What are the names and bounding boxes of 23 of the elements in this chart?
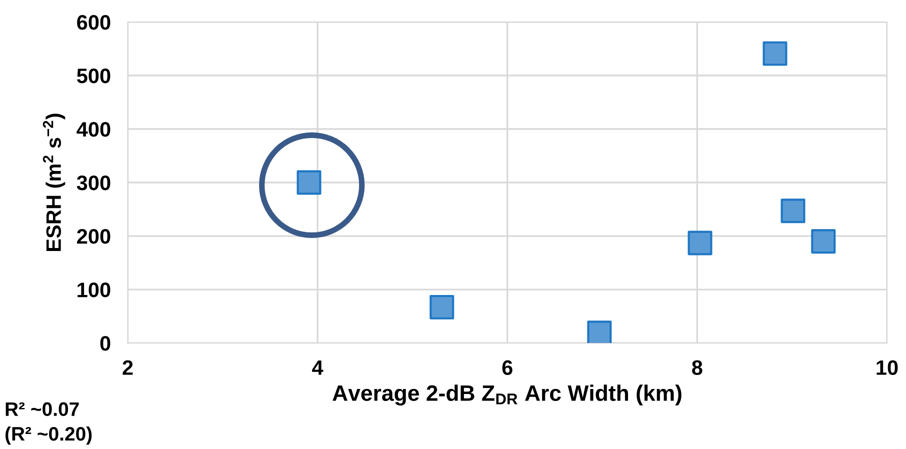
- point: [811, 229, 836, 254]
- y-tick-label: 600: [77, 15, 110, 30]
- x-tick-label: 2: [122, 360, 133, 375]
- y-axis-title: ESRH (m$^{2}$ s$^{−2}$): [42, 114, 66, 252]
- text: R² ~0.07: [6, 402, 79, 416]
- point: [430, 294, 454, 320]
- y-tick-label: 500: [76, 68, 110, 84]
- point: [688, 230, 712, 256]
- y-tick-label: 0: [100, 336, 110, 351]
- point: [762, 41, 788, 66]
- point: [780, 198, 806, 224]
- point: [587, 320, 612, 344]
- y-tick-label: 400: [76, 122, 110, 137]
- x-tick-label: 10: [876, 360, 898, 376]
- y-tick-label: 100: [78, 282, 110, 298]
- x-tick-label: 6: [502, 360, 512, 376]
- y-tick-label: 200: [77, 229, 110, 244]
- point: [296, 170, 322, 195]
- y-tick-label: 300: [76, 176, 110, 190]
- x-tick-label: 8: [692, 360, 702, 376]
- x-axis-title: Average 2-dB Z$_{DR}$ Arc Width (km): [332, 384, 682, 406]
- x-tick-label: 4: [312, 360, 324, 375]
- text: (R² ~0.20): [6, 426, 92, 445]
